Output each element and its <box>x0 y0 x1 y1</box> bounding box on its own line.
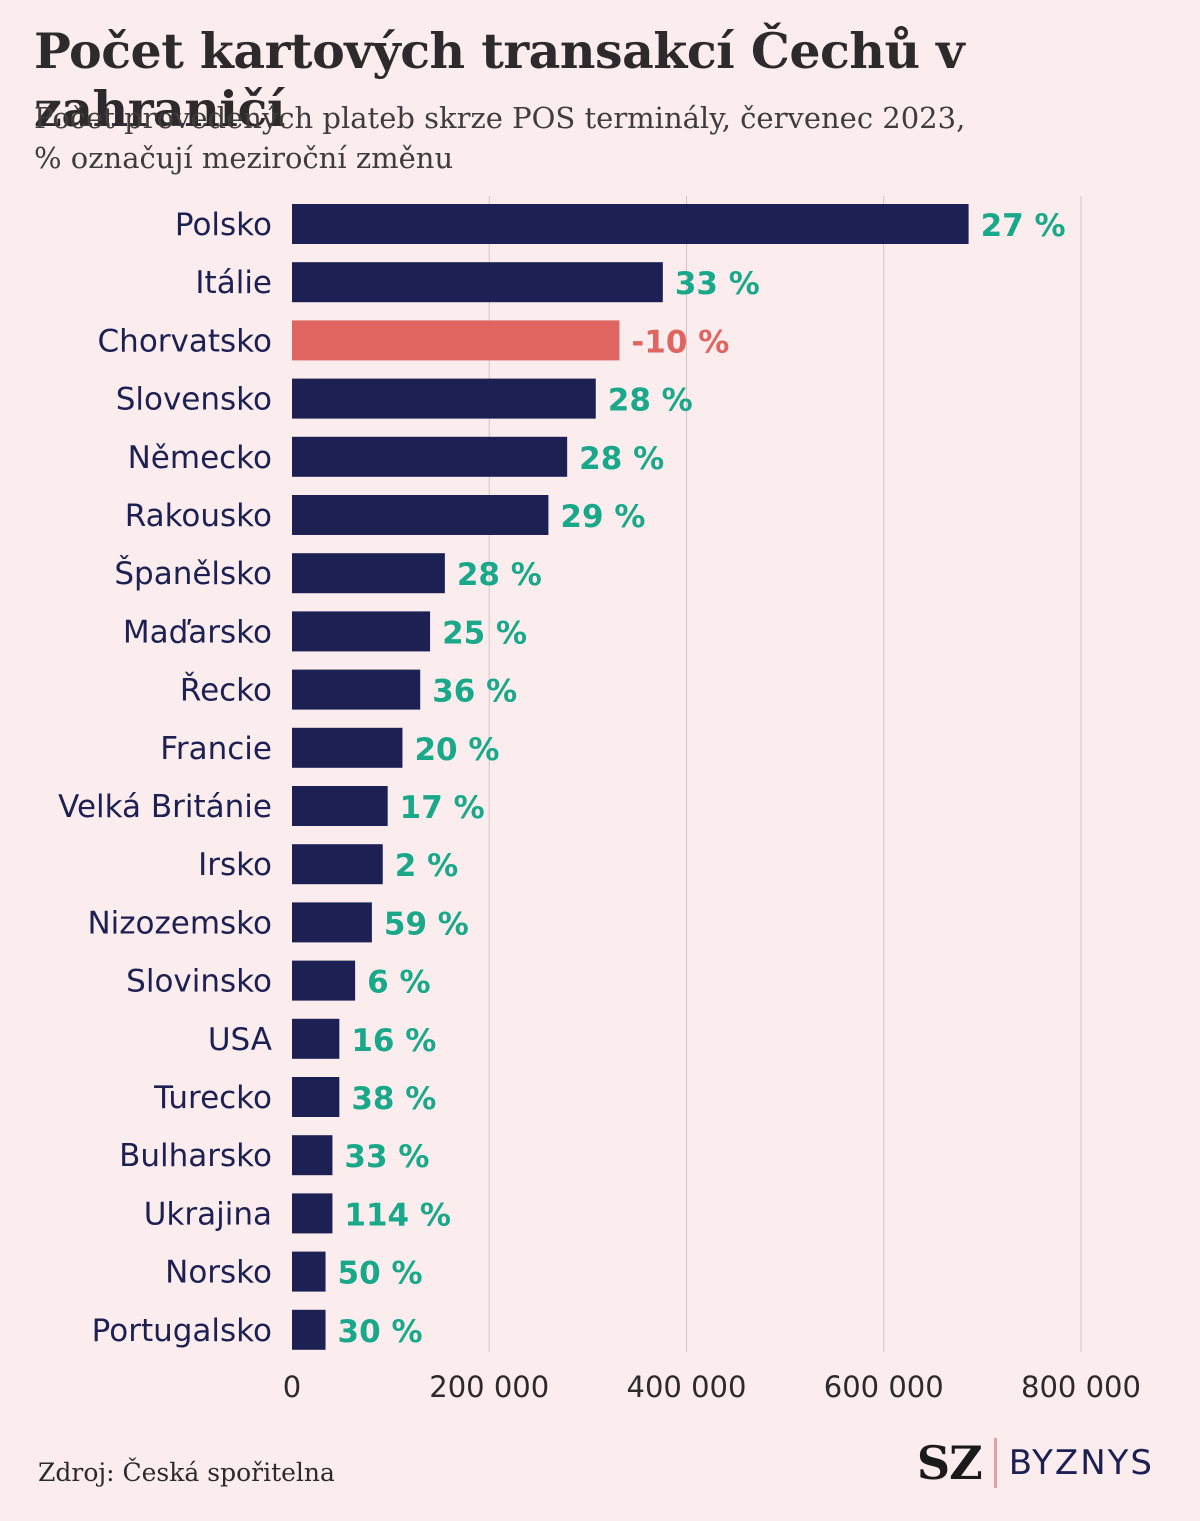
change-label: 30 % <box>338 1314 423 1350</box>
category-label: Rakousko <box>125 498 272 534</box>
change-label: 6 % <box>367 965 430 1001</box>
bar <box>292 378 596 419</box>
bar <box>292 320 620 361</box>
category-label: Portugalsko <box>92 1313 272 1349</box>
category-label: Německo <box>128 440 272 476</box>
brand-section-label: BYZNYS <box>1008 1443 1154 1483</box>
bar <box>292 1077 340 1117</box>
bar <box>292 495 549 535</box>
change-label: 29 % <box>560 499 645 535</box>
bar <box>292 262 663 303</box>
category-label: Turecko <box>153 1080 272 1116</box>
change-label: 38 % <box>351 1081 436 1117</box>
brand-logo: SZ BYZNYS <box>917 1436 1154 1490</box>
change-label: -10 % <box>631 324 729 360</box>
bar <box>292 611 431 652</box>
bar <box>292 669 421 710</box>
bar <box>292 786 388 826</box>
change-label: 114 % <box>344 1197 451 1233</box>
category-label: Velká Británie <box>58 789 272 825</box>
change-label: 33 % <box>344 1139 429 1175</box>
change-label: 16 % <box>351 1023 436 1059</box>
bar <box>292 727 403 768</box>
category-label: Maďarsko <box>123 614 272 650</box>
bar <box>292 1193 333 1234</box>
subtitle-line-2: % označují meziroční změnu <box>34 141 454 175</box>
change-label: 20 % <box>414 732 499 768</box>
change-label: 36 % <box>432 674 517 710</box>
bar <box>292 204 969 244</box>
category-label: Bulharsko <box>119 1138 272 1174</box>
x-tick-label: 600 000 <box>824 1370 944 1404</box>
bar <box>292 1251 326 1292</box>
change-label: 2 % <box>395 848 458 884</box>
x-tick-label: 400 000 <box>627 1370 747 1404</box>
change-label: 59 % <box>384 906 469 942</box>
brand-divider <box>993 1438 997 1488</box>
change-label: 25 % <box>442 615 527 651</box>
category-label: Španělsko <box>114 555 272 592</box>
category-label: Chorvatsko <box>98 323 272 359</box>
x-tick-label: 200 000 <box>429 1370 549 1404</box>
chart-subtitle: Počet provedených plateb skrze POS termi… <box>34 98 1134 178</box>
category-label: Itálie <box>195 265 272 301</box>
bar <box>292 844 383 885</box>
change-label: 27 % <box>981 208 1066 244</box>
category-label: Slovensko <box>116 382 272 418</box>
bar <box>292 436 568 477</box>
change-label: 28 % <box>608 383 693 419</box>
category-label: Irsko <box>198 847 272 883</box>
change-label: 17 % <box>400 790 485 826</box>
change-label: 28 % <box>579 441 664 477</box>
bar <box>292 1135 333 1176</box>
change-label: 33 % <box>675 266 760 302</box>
category-label: Norsko <box>165 1255 272 1291</box>
x-tick-label: 800 000 <box>1021 1370 1141 1404</box>
bar <box>292 902 372 943</box>
category-label: Ukrajina <box>144 1196 272 1232</box>
category-label: Francie <box>160 731 272 767</box>
change-label: 50 % <box>338 1256 423 1292</box>
source-note: Zdroj: Česká spořitelna <box>38 1458 335 1487</box>
bar <box>292 960 356 1001</box>
category-label: Nizozemsko <box>87 905 272 941</box>
bar <box>292 1309 326 1350</box>
x-tick-label: 0 <box>283 1370 301 1404</box>
bar <box>292 553 445 594</box>
category-label: Polsko <box>175 207 272 243</box>
category-label: USA <box>208 1022 272 1058</box>
chart-title: Počet kartových transakcí Čechů v zahran… <box>34 22 965 138</box>
subtitle-line-1: Počet provedených plateb skrze POS termi… <box>34 101 966 135</box>
change-label: 28 % <box>457 557 542 593</box>
brand-sz-logo: SZ <box>916 1436 983 1490</box>
category-label: Řecko <box>180 673 272 709</box>
bar <box>292 1018 340 1059</box>
category-label: Slovinsko <box>126 964 272 1000</box>
